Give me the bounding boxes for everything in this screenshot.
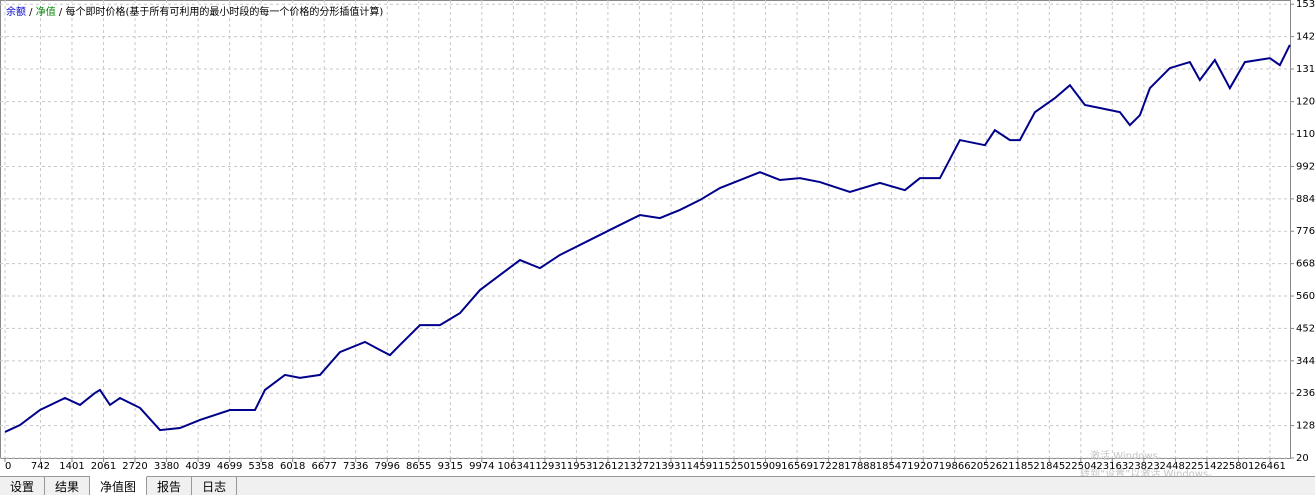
x-tick-label: 22504 <box>1065 461 1097 472</box>
x-tick-label: 11293 <box>529 461 561 472</box>
x-tick-label: 6677 <box>311 461 336 472</box>
plot-frame <box>0 0 1291 459</box>
x-tick-label: 14591 <box>687 461 719 472</box>
y-tick-label: 128 <box>1296 421 1315 432</box>
x-tick-label: 15250 <box>718 461 750 472</box>
x-tick-label: 7336 <box>343 461 368 472</box>
legend: 余额 / 净值 / 每个即时价格(基于所有可利用的最小时段的每一个价格的分形插值… <box>6 5 383 18</box>
x-tick-label: 7996 <box>375 461 400 472</box>
legend-item: 净值 <box>36 5 56 18</box>
x-tick-label: 16569 <box>781 461 813 472</box>
x-tick-label: 9315 <box>438 461 463 472</box>
x-tick-label: 8655 <box>406 461 431 472</box>
y-tick-label: 668 <box>1296 259 1315 270</box>
x-tick-label: 19866 <box>939 461 971 472</box>
x-tick-label: 17888 <box>844 461 876 472</box>
x-tick-label: 13272 <box>624 461 656 472</box>
equity-line <box>4 44 1291 433</box>
y-tick-label: 236 <box>1296 388 1315 399</box>
tab[interactable]: 报告 <box>147 477 193 495</box>
x-tick-label: 17228 <box>813 461 845 472</box>
x-tick-label: 0 <box>5 461 11 472</box>
x-tick-label: 6018 <box>280 461 305 472</box>
x-tick-label: 25801 <box>1223 461 1255 472</box>
x-tick-label: 20526 <box>970 461 1002 472</box>
x-tick-label: 23823 <box>1128 461 1160 472</box>
x-tick-label: 5358 <box>248 461 273 472</box>
x-tick-label: 12612 <box>592 461 624 472</box>
x-tick-label: 18547 <box>876 461 908 472</box>
tab[interactable]: 净值图 <box>90 476 148 495</box>
x-tick-label: 23163 <box>1096 461 1128 472</box>
x-tick-label: 10634 <box>497 461 529 472</box>
y-tick-label: 344 <box>1296 356 1315 367</box>
x-tick-label: 25142 <box>1191 461 1223 472</box>
watermark: 激活 Windows <box>1090 449 1158 462</box>
y-tick-label: 560 <box>1296 291 1315 302</box>
x-tick-label: 21185 <box>1002 461 1034 472</box>
x-tick-label: 21845 <box>1033 461 1065 472</box>
y-tick-label: 1208 <box>1296 97 1315 108</box>
x-tick-label: 9974 <box>469 461 494 472</box>
x-tick-label: 13931 <box>655 461 687 472</box>
x-tick-label: 2720 <box>122 461 147 472</box>
x-tick-label: 2061 <box>91 461 116 472</box>
x-tick-label: 3380 <box>154 461 179 472</box>
tab[interactable]: 日志 <box>192 477 238 495</box>
tab[interactable]: 结果 <box>45 477 91 495</box>
x-tick-label: 742 <box>31 461 50 472</box>
x-tick-label: 15909 <box>750 461 782 472</box>
chart: 余额 / 净值 / 每个即时价格(基于所有可利用的最小时段的每一个价格的分形插值… <box>0 0 1315 476</box>
y-tick-label: 1317 <box>1296 64 1315 75</box>
tab[interactable]: 设置 <box>0 477 46 495</box>
y-tick-label: 776 <box>1296 226 1315 237</box>
legend-item: 每个即时价格(基于所有可利用的最小时段的每一个价格的分形插值计算) <box>65 5 383 18</box>
y-tick-label: 20 <box>1296 453 1309 464</box>
watermark: 转到“设置”以激活 Windows。 <box>1080 467 1218 476</box>
y-tick-label: 1425 <box>1296 32 1315 43</box>
x-tick-label: 24482 <box>1159 461 1191 472</box>
x-tick-label: 4699 <box>217 461 242 472</box>
legend-item: 余额 <box>6 5 26 18</box>
y-tick-label: 452 <box>1296 323 1315 334</box>
tab-bar: 设置 结果 净值图 报告 日志 <box>0 476 1315 495</box>
x-tick-label: 11953 <box>561 461 593 472</box>
y-tick-label: 1533 <box>1296 0 1315 10</box>
x-tick-label: 26461 <box>1254 461 1286 472</box>
x-tick-label: 1401 <box>59 461 84 472</box>
x-tick-label: 19207 <box>907 461 939 472</box>
x-tick-label: 4039 <box>185 461 210 472</box>
y-tick-label: 884 <box>1296 194 1315 205</box>
y-tick-label: 1100 <box>1296 129 1315 140</box>
y-tick-label: 992 <box>1296 161 1315 172</box>
